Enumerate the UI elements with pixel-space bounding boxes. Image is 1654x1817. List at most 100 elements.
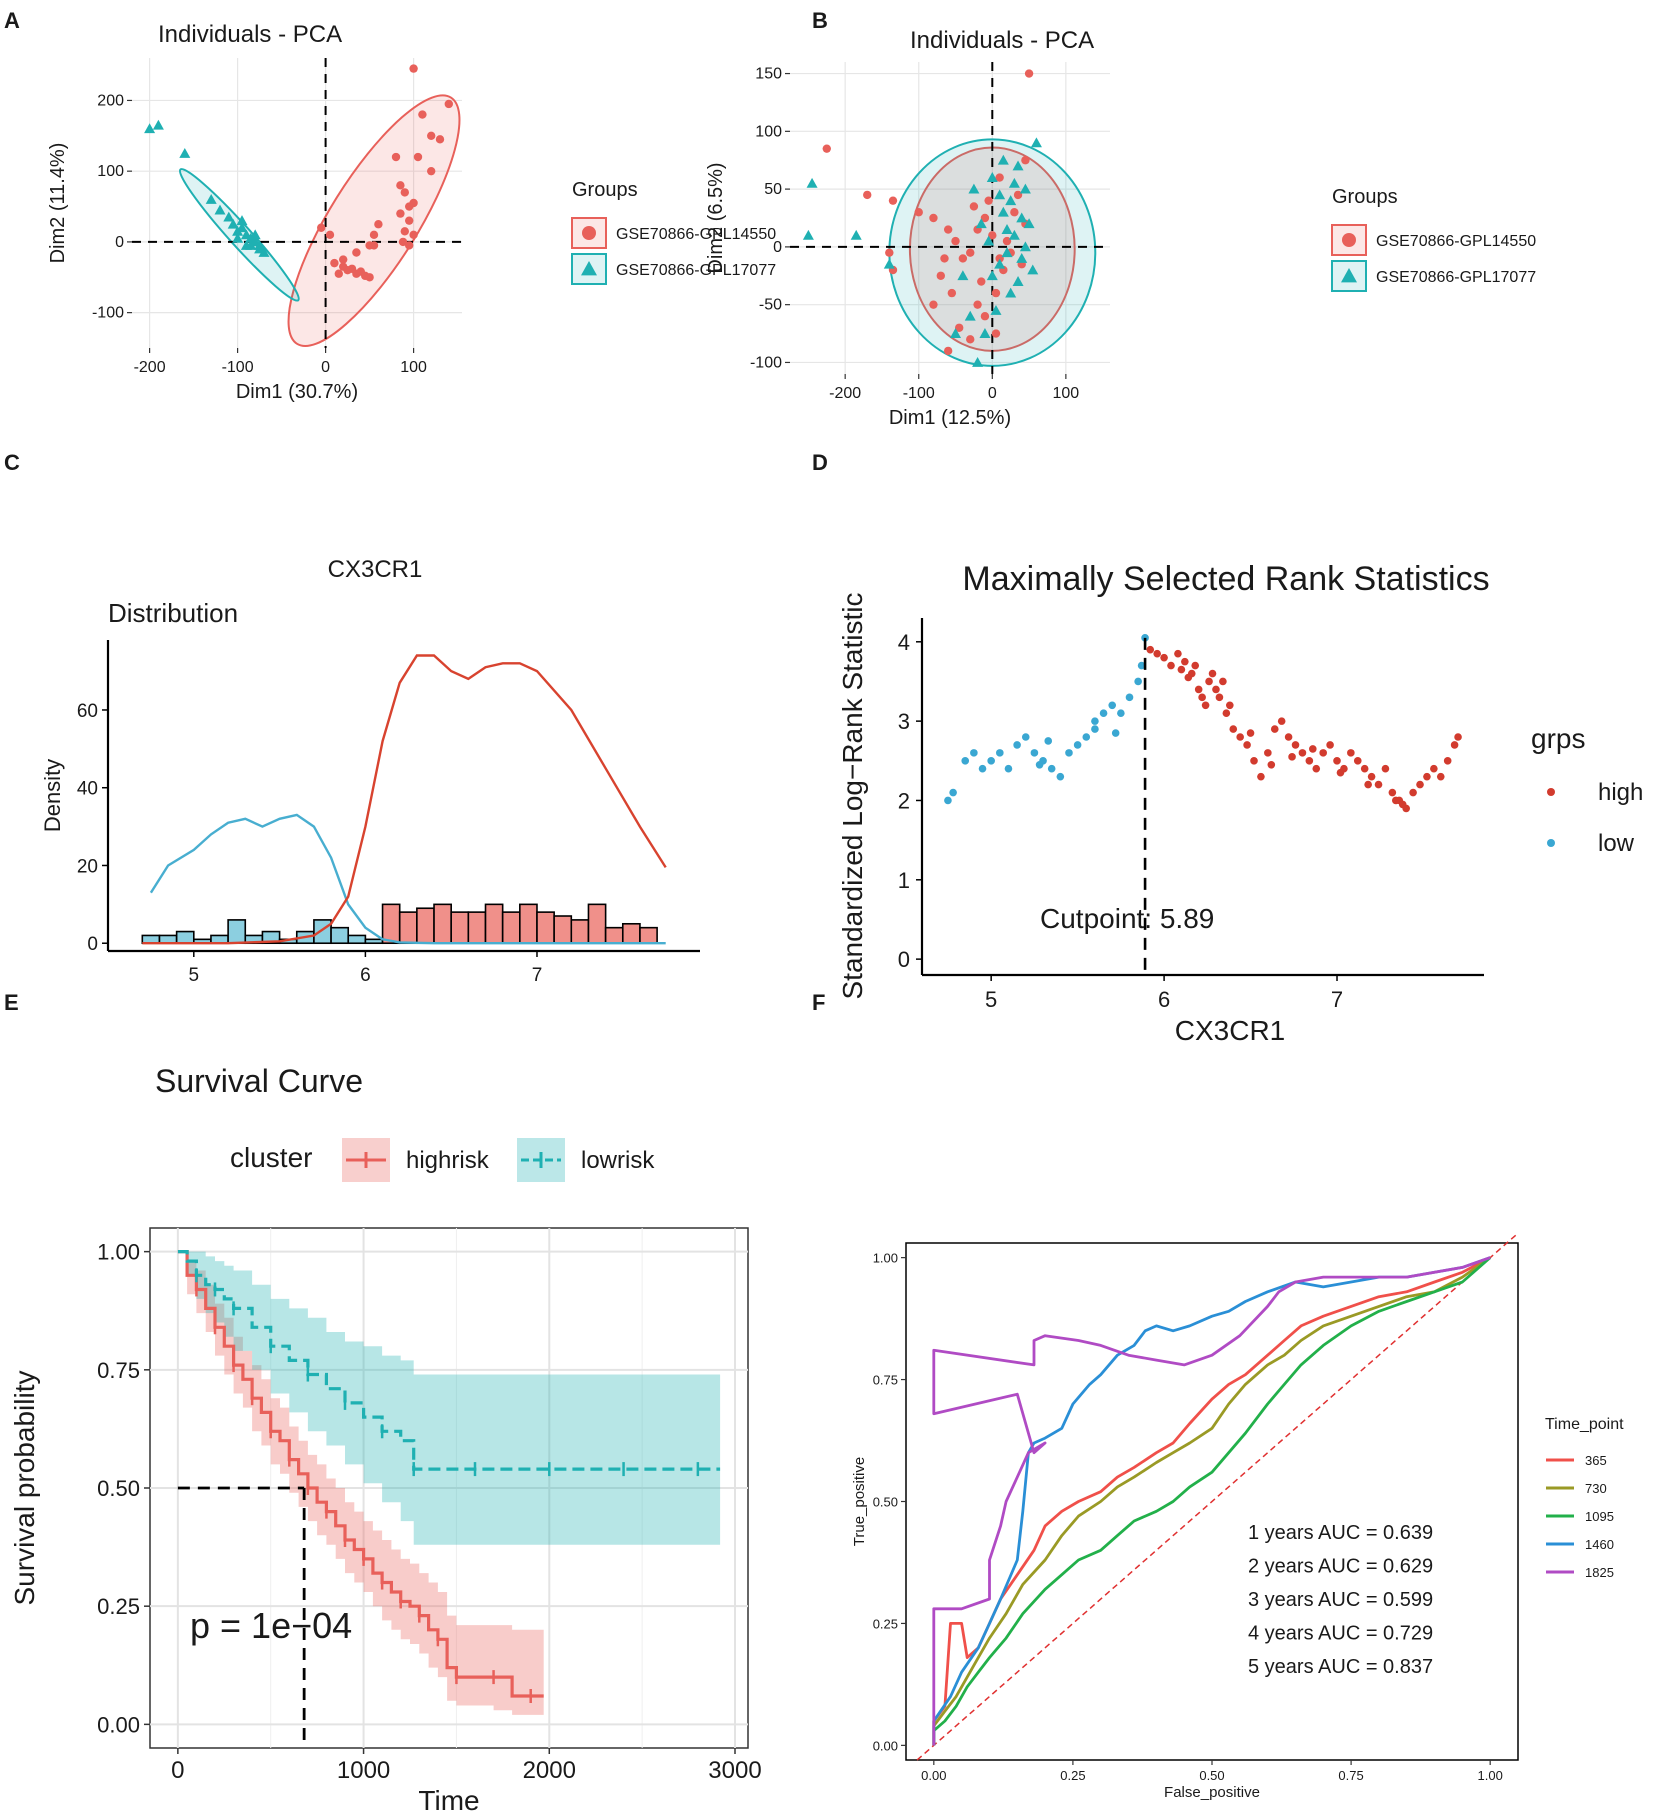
data-point [205,193,217,204]
survival-curve-lowrisk [177,1250,721,1471]
data-point [964,310,976,321]
chart-subtitle: Distribution [108,598,238,628]
auc-label: 5 years AUC = 0.837 [1248,1656,1433,1678]
hist-bar-high [484,903,504,945]
data-point [334,269,343,278]
legend-title: grps [1531,723,1585,754]
data-point [413,152,423,162]
chart-title: Maximally Selected Rank Statistics [962,560,1489,598]
chart-title: CX3CR1 [328,556,423,583]
x-tick-label: 100 [400,359,427,376]
y-tick-label: 0 [773,239,782,256]
data-point [435,135,445,144]
panel-label-d: D [812,450,828,475]
data-point [400,227,409,236]
data-point [1353,757,1362,765]
data-point [1012,160,1024,171]
data-point [409,198,418,208]
x-tick-label: 0 [171,1757,184,1784]
hist-bar-high [398,911,418,945]
data-point [227,218,239,229]
x-tick-label: -100 [903,385,935,402]
data-point [179,147,191,158]
data-point [986,172,998,182]
data-point [883,258,895,269]
data-point [822,144,831,153]
data-point [249,229,261,240]
data-point [1201,701,1210,710]
data-point [929,300,938,309]
x-tick-label: -100 [222,359,254,376]
data-point [400,188,409,197]
y-tick-label: 4 [898,630,910,655]
panel-b: -200 -100 0 100 -100 -50 0 50 100 150 Individuals … [705,27,1536,429]
x-axis-label: Time [418,1785,479,1816]
data-point [1027,264,1039,275]
data-point [1270,725,1279,733]
panel-f: 0.00 0.00 0.25 0.25 0.50 0.50 0.75 0.75 1.00 1.00… [851,1232,1624,1801]
legend-label: GSE70866-GPL14550 [616,226,776,243]
y-axis-label: True_positive [851,1457,868,1547]
data-point [951,236,960,246]
data-point [396,181,405,190]
data-point [1167,661,1175,670]
y-tick-label: 60 [77,701,98,722]
hist-bar-high [519,903,538,945]
data-point [961,757,970,765]
x-tick-label: 5 [189,965,200,986]
data-point [988,231,997,240]
data-point [1398,800,1407,809]
auc-label: 4 years AUC = 0.729 [1248,1623,1433,1645]
data-point [374,220,383,229]
y-tick-label: -100 [92,305,124,322]
data-point [1364,780,1372,789]
density-curve-high [142,654,667,945]
legend-label: GSE70866-GPL17077 [1376,269,1536,286]
x-tick-label: 1000 [337,1757,390,1784]
y-axis-label: Standardized Log−Rank Statistic [837,592,868,999]
data-point [258,247,270,257]
data-point [398,237,408,247]
hist-bar-high [553,915,573,945]
hist-bar-high [416,907,435,945]
x-tick-label: 0.50 [1199,1768,1224,1783]
data-point [396,209,405,218]
y-tick-label: 0.25 [873,1616,898,1631]
data-point [973,300,982,309]
x-tick-label: 6 [1158,987,1170,1012]
data-point [1024,69,1034,78]
data-point [391,152,401,162]
panel-label-f: F [812,990,825,1015]
data-point [969,202,979,211]
legend-label: GSE70866-GPL14550 [1376,233,1536,250]
data-point [325,230,335,240]
data-point [1091,725,1099,733]
data-point [1194,685,1203,694]
data-point [1012,276,1024,286]
auc-label: 3 years AUC = 0.599 [1248,1589,1433,1611]
data-point [850,229,862,240]
data-point [943,346,953,356]
panel-d: Maximally Selected Rank Statistics Cutpoi… [837,560,1643,1046]
y-tick-label: 0.50 [97,1476,140,1501]
x-tick-label: 7 [1331,987,1343,1012]
data-point [972,356,984,367]
data-point [409,230,418,240]
legend-label: 1460 [1585,1537,1614,1552]
data-point [1181,657,1189,666]
data-point [1035,760,1044,769]
data-point [987,757,995,765]
data-point [1002,236,1012,246]
hist-bar-high [621,922,641,945]
roc-curve-1460 [932,1256,1491,1746]
panel-label-e: E [4,990,19,1015]
y-tick-label: 50 [764,181,782,198]
x-axis-label: CX3CR1 [1175,1015,1285,1046]
y-tick-label: 2 [898,788,910,813]
data-point [1019,241,1031,252]
data-point [888,196,898,205]
data-point [1146,645,1155,654]
data-point [1416,780,1424,789]
hist-bar-high [639,926,658,945]
data-point [940,254,949,263]
